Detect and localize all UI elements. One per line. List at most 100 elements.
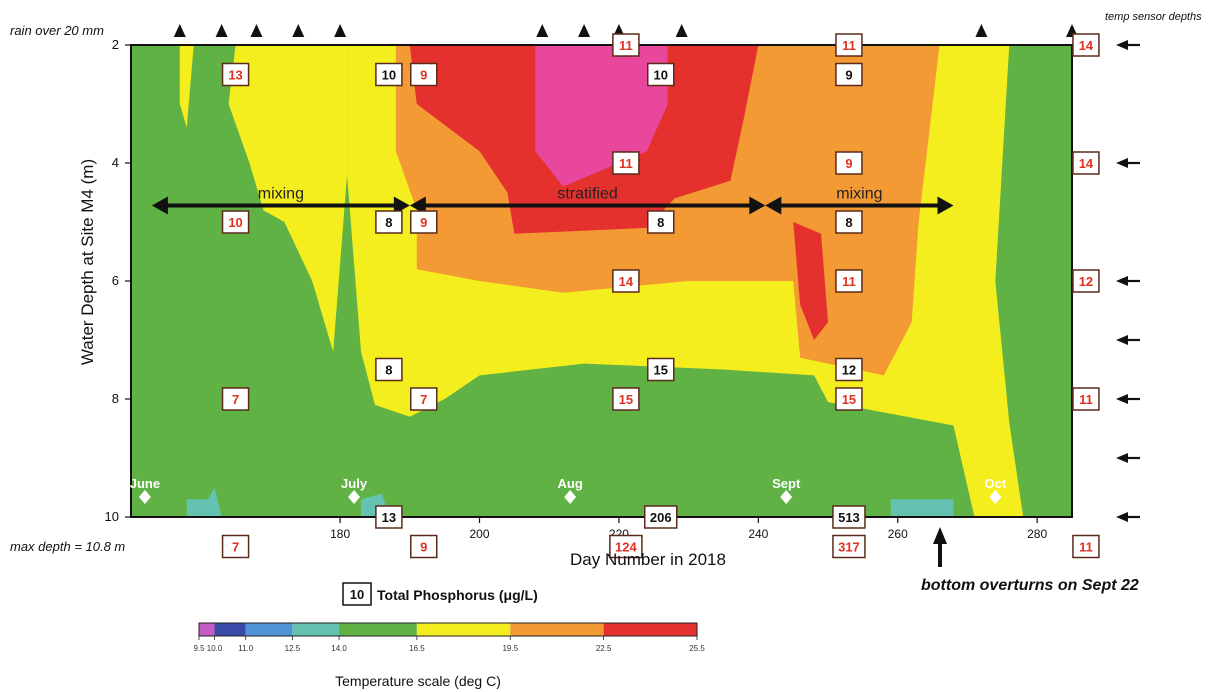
scale-swatch [214, 623, 246, 636]
sensor-arrow-head [1116, 512, 1128, 522]
month-label: July [341, 476, 368, 491]
x-tick-label: 260 [888, 527, 908, 541]
phosphorus-box [612, 269, 640, 293]
y-tick-label: 4 [112, 155, 119, 170]
y-tick-label: 2 [112, 37, 119, 52]
phosphorus-value: 13 [228, 68, 242, 83]
x-tick-label: 180 [330, 527, 350, 541]
phosphorus-box [375, 505, 403, 529]
phosphorus-value: 11 [842, 274, 856, 289]
scale-swatch [416, 623, 511, 636]
phosphorus-box [646, 357, 675, 382]
scale-swatch [199, 623, 215, 636]
phosphorus-value: 10 [382, 68, 396, 83]
phosphorus-legend-sample: 10 [350, 587, 364, 602]
phosphorus-value: 7 [232, 392, 239, 407]
phosphorus-value: 12 [842, 363, 856, 378]
rain-marker [215, 24, 228, 37]
phosphorus-value: 13 [382, 510, 396, 525]
month-markers: June July Aug Sept Oct [130, 476, 1007, 504]
scale-tick-label: 10.0 [207, 644, 223, 653]
period-arrows: mixing stratified mixing [151, 185, 954, 215]
period-arrow-head [409, 196, 426, 215]
sensor-arrow-head [1116, 394, 1128, 404]
phosphorus-box [832, 505, 866, 529]
sensor-depth-arrows [1116, 40, 1140, 522]
month-label: Oct [984, 476, 1006, 491]
rain-marker [536, 24, 549, 37]
rain-marker [292, 24, 305, 37]
y-tick-label: 10 [105, 509, 119, 524]
phosphorus-box [410, 210, 438, 234]
phosphorus-box [1072, 269, 1100, 293]
phosphorus-box [410, 534, 438, 559]
period-arrow-head [393, 196, 410, 215]
scale-swatch [603, 623, 697, 636]
y-axis-label: Water Depth at Site M4 (m) [78, 159, 97, 365]
phosphorus-box [612, 33, 640, 57]
period-label: mixing [836, 185, 882, 202]
scale-tick-label: 14.0 [331, 644, 347, 653]
phosphorus-box [375, 62, 403, 87]
phosphorus-value: 14 [619, 274, 634, 289]
phosphorus-value: 15 [619, 392, 633, 407]
y-axis: 2 4 6 8 10 [105, 37, 131, 524]
month-marker-diamond [989, 490, 1002, 504]
band-cool-c [890, 499, 954, 517]
top-left-note: rain over 20 mm [10, 23, 104, 38]
phosphorus-box [410, 62, 438, 87]
phosphorus-value: 10 [654, 68, 668, 83]
scale-swatch [245, 623, 293, 636]
sensor-arrow-head [1116, 335, 1128, 345]
phosphorus-box [221, 62, 250, 87]
phosphorus-value: 7 [420, 392, 427, 407]
x-tick-label: 200 [470, 527, 490, 541]
phosphorus-box [612, 151, 640, 175]
phosphorus-legend: 10 Total Phosphorus (μg/L) [342, 582, 538, 606]
phosphorus-value: 124 [615, 540, 637, 555]
scale-frame [198, 622, 698, 637]
period-arrow-head [749, 196, 766, 215]
phosphorus-value: 9 [420, 68, 427, 83]
rain-marker [250, 24, 263, 37]
phosphorus-box [1072, 33, 1100, 57]
phosphorus-value: 9 [845, 156, 852, 171]
phosphorus-value: 11 [619, 38, 633, 53]
scale-tick-label: 22.5 [596, 644, 612, 653]
scale-tick-label: 11.0 [238, 644, 254, 653]
period-label: mixing [258, 185, 304, 202]
phosphorus-value: 7 [232, 540, 239, 555]
phosphorus-value: 9 [420, 540, 427, 555]
month-label: Aug [557, 476, 582, 491]
phosphorus-value: 14 [1079, 38, 1094, 53]
phosphorus-value: 513 [838, 510, 860, 525]
month-marker-diamond [138, 490, 151, 504]
scale-label: Temperature scale (deg C) [335, 673, 501, 689]
phosphorus-box [835, 387, 863, 411]
phosphorus-box [375, 357, 403, 382]
phosphorus-box [221, 210, 250, 234]
phosphorus-box [643, 505, 678, 529]
period-label: stratified [557, 185, 617, 202]
phosphorus-value: 11 [842, 38, 856, 53]
bottom-left-note: max depth = 10.8 m [10, 539, 125, 554]
sensor-arrow-head [1116, 158, 1128, 168]
phosphorus-box [832, 534, 866, 559]
scale-swatch [292, 623, 340, 636]
phosphorus-box [835, 357, 863, 382]
x-tick-label: 240 [748, 527, 768, 541]
phosphorus-box [835, 269, 863, 293]
scale-tick-label: 9.5 [193, 644, 205, 653]
top-right-note: temp sensor depths [1105, 11, 1202, 23]
x-axis-label: Day Number in 2018 [570, 550, 726, 569]
phosphorus-value: 12 [1079, 274, 1093, 289]
scale-tick-label: 19.5 [502, 644, 518, 653]
phosphorus-box [835, 210, 863, 234]
rain-marker [975, 24, 988, 37]
phosphorus-value: 9 [420, 215, 427, 230]
phosphorus-value: 9 [845, 68, 852, 83]
phosphorus-box [375, 210, 403, 234]
phosphorus-box [612, 387, 640, 411]
phosphorus-box [1072, 387, 1100, 411]
